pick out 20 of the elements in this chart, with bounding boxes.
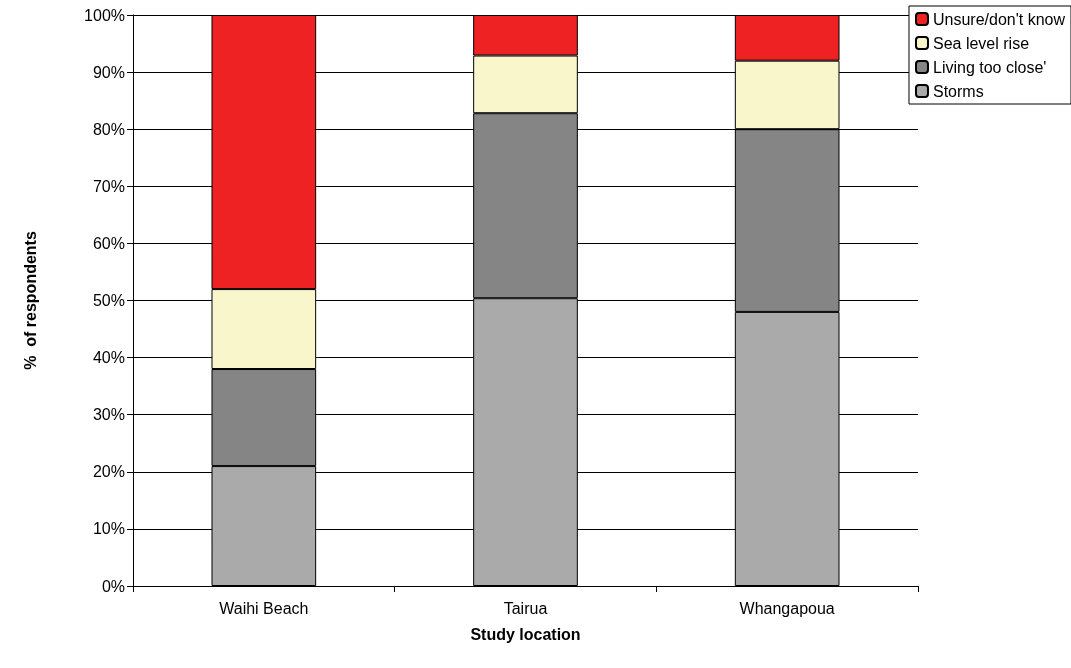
legend-label: Storms — [932, 82, 984, 100]
y-tick-label: 20% — [92, 463, 125, 481]
legend-label: Unsure/don't know — [932, 10, 1066, 28]
y-tick-label: 60% — [92, 234, 125, 252]
y-tick-label: 40% — [92, 349, 125, 367]
y-tick-label: 100% — [84, 6, 125, 24]
legend-label: Sea level rise — [932, 34, 1030, 52]
legend-label: Living too close' — [932, 58, 1047, 76]
x-tick-label: Whangapoua — [739, 599, 835, 617]
y-tick-label: 80% — [92, 120, 125, 138]
y-axis-title: % of respondents — [21, 231, 39, 370]
y-tick-label: 30% — [92, 406, 125, 424]
x-tick-label: Tairua — [503, 599, 548, 617]
y-tick-label: 50% — [92, 292, 125, 309]
x-axis-title: Study location — [470, 625, 581, 643]
y-tick-label: 90% — [92, 63, 125, 81]
x-tick-label: Waihi Beach — [219, 599, 309, 617]
y-tick-label: 70% — [92, 177, 125, 195]
y-tick-label: 0% — [101, 577, 125, 595]
y-tick-label: 10% — [92, 520, 125, 538]
